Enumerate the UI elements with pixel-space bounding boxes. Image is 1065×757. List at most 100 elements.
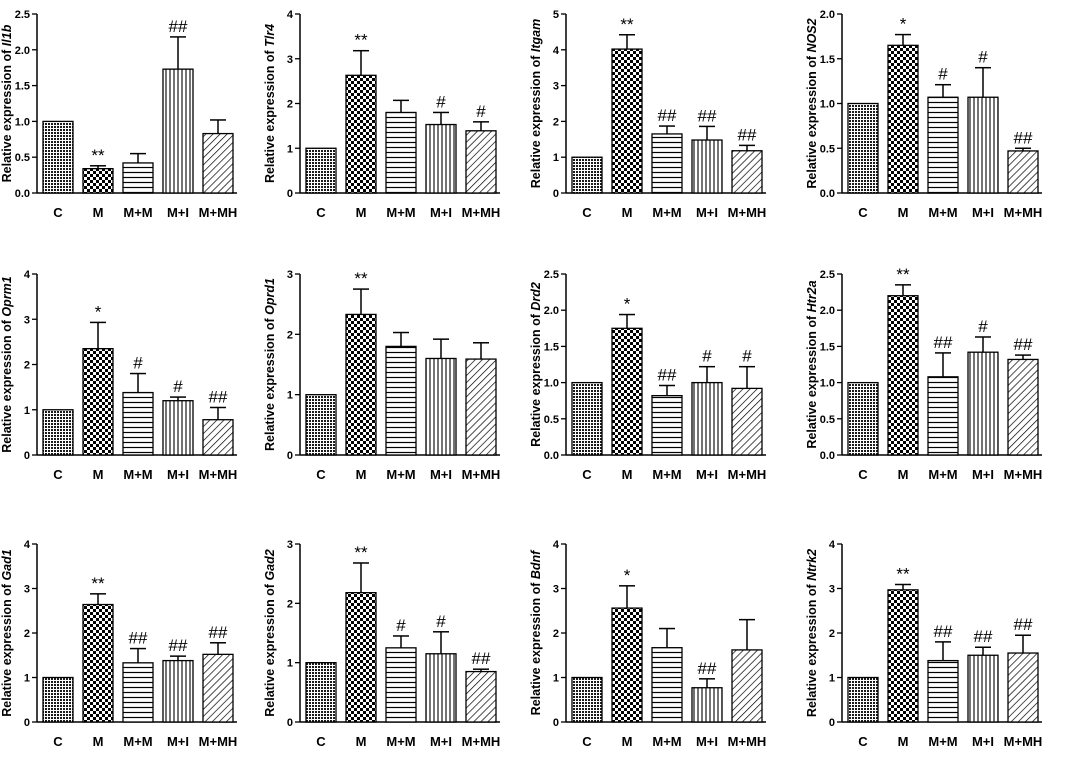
- bar-m: [887, 44, 919, 194]
- bar-m-i: [162, 400, 194, 456]
- panel-oprm1: 0 1 2 3 4 Relative expression of Oprm1 C * M # M+M…: [0, 269, 237, 482]
- y-axis-title-prefix: Relative expression of: [529, 579, 543, 715]
- y-tick-label: 1.5: [544, 341, 559, 353]
- bar-m-i: [691, 687, 723, 723]
- y-tick-label: 1: [829, 673, 835, 685]
- y-axis-title-gene: Tlr4: [263, 24, 277, 47]
- significance-label: *: [95, 302, 102, 321]
- y-tick-label: 4: [553, 539, 560, 551]
- category-label-c: C: [582, 467, 592, 482]
- category-label-m-mh: M+MH: [728, 205, 767, 220]
- y-tick-label: 3: [24, 584, 30, 596]
- bar-m: [345, 74, 377, 194]
- y-tick-label: 0.0: [544, 450, 559, 462]
- bar-m-i: [967, 654, 999, 723]
- significance-label: #: [436, 612, 446, 631]
- category-label-m-m: M+M: [652, 734, 681, 749]
- y-axis-title-prefix: Relative expression of: [805, 581, 819, 717]
- y-axis-title-gene: Ntrk2: [805, 549, 819, 581]
- panel-tlr4: 0 1 2 3 4 Relative expression of Tlr4 C ** M M+M #…: [263, 9, 500, 220]
- category-label-c: C: [53, 734, 63, 749]
- y-tick-label: 1.5: [15, 81, 30, 93]
- y-tick-label: 2: [287, 598, 293, 610]
- bar-m-i: [691, 139, 723, 194]
- category-label-m-mh: M+MH: [1004, 205, 1043, 220]
- significance-label: *: [624, 295, 631, 314]
- significance-label: #: [133, 354, 143, 373]
- category-label-m-i: M+I: [167, 205, 189, 220]
- y-tick-label: 2: [829, 628, 835, 640]
- y-tick-label: 0.0: [15, 188, 30, 200]
- category-label-m-mh: M+MH: [462, 734, 501, 749]
- significance-label: #: [702, 347, 712, 366]
- bar-m: [611, 48, 643, 194]
- significance-label: ##: [738, 125, 757, 144]
- y-axis-title-gene: Oprd1: [263, 278, 277, 315]
- category-label-m-mh: M+MH: [199, 734, 238, 749]
- bar-c: [571, 676, 603, 723]
- category-label-m-mh: M+MH: [1004, 734, 1043, 749]
- bar-m-mh: [465, 670, 497, 723]
- y-axis-title: Relative expression of Gad1: [0, 549, 14, 716]
- y-tick-label: 2.5: [820, 269, 835, 281]
- bar-m: [345, 313, 377, 456]
- category-label-c: C: [582, 205, 592, 220]
- category-label-m-mh: M+MH: [462, 467, 501, 482]
- category-label-m-i: M+I: [430, 205, 452, 220]
- category-label-m-i: M+I: [167, 734, 189, 749]
- y-axis-title-prefix: Relative expression of: [263, 315, 277, 451]
- bar-m-m: [122, 662, 154, 723]
- significance-label: ##: [169, 17, 188, 36]
- y-tick-label: 3: [553, 81, 559, 93]
- y-tick-label: 1: [287, 143, 293, 155]
- bar-m-mh: [731, 387, 763, 456]
- y-tick-label: 2.0: [15, 45, 30, 57]
- y-axis-title-prefix: Relative expression of: [529, 311, 543, 447]
- category-label-m-i: M+I: [972, 734, 994, 749]
- y-tick-label: 3: [24, 314, 30, 326]
- bar-c: [42, 676, 74, 723]
- bar-m-mh: [202, 419, 234, 456]
- y-axis-title-gene: Bdnf: [529, 549, 543, 579]
- category-label-m-i: M+I: [972, 467, 994, 482]
- category-label-c: C: [53, 205, 63, 220]
- bar-m-mh: [202, 653, 234, 723]
- category-label-m-m: M+M: [386, 734, 415, 749]
- panel-gad2: 0 1 2 3 Relative expression of Gad2 C ** M # M+M #…: [263, 539, 500, 749]
- bar-m: [82, 603, 114, 723]
- bar-m-i: [425, 357, 457, 456]
- bar-m-m: [651, 647, 683, 723]
- bar-m: [887, 295, 919, 456]
- significance-label: ##: [1014, 335, 1033, 354]
- bar-m-m: [927, 376, 959, 456]
- panel-oprd1: 0 1 2 3 Relative expression of Oprd1 C ** M M+M M…: [263, 269, 500, 482]
- significance-label: ##: [934, 333, 953, 352]
- bar-m-mh: [731, 649, 763, 723]
- significance-label: **: [354, 31, 368, 50]
- panel-itgam: 0 1 2 3 4 5 Relative expression of Itgam C ** M ##…: [529, 9, 766, 220]
- y-tick-label: 0: [287, 450, 293, 462]
- significance-label: ##: [169, 636, 188, 655]
- significance-label: ##: [129, 629, 148, 648]
- significance-label: **: [896, 564, 910, 583]
- bar-m-m: [927, 659, 959, 723]
- y-tick-label: 2.5: [544, 269, 559, 281]
- y-tick-label: 3: [553, 584, 559, 596]
- category-label-m-i: M+I: [696, 467, 718, 482]
- y-axis-title: Relative expression of Bdnf: [529, 549, 543, 715]
- y-tick-label: 0: [287, 188, 293, 200]
- category-label-m-mh: M+MH: [1004, 467, 1043, 482]
- category-label-m-m: M+M: [386, 467, 415, 482]
- y-tick-label: 1: [287, 658, 293, 670]
- y-tick-label: 4: [553, 45, 560, 57]
- y-axis-title-prefix: Relative expression of: [263, 47, 277, 183]
- bar-m-m: [651, 394, 683, 456]
- y-tick-label: 2: [24, 360, 30, 372]
- bar-c: [305, 662, 337, 723]
- bar-m-mh: [465, 358, 497, 456]
- significance-label: ##: [472, 649, 491, 668]
- category-label-c: C: [316, 205, 326, 220]
- y-axis-title-gene: Drd2: [529, 282, 543, 311]
- y-axis-title: Relative expression of Itgam: [529, 19, 543, 189]
